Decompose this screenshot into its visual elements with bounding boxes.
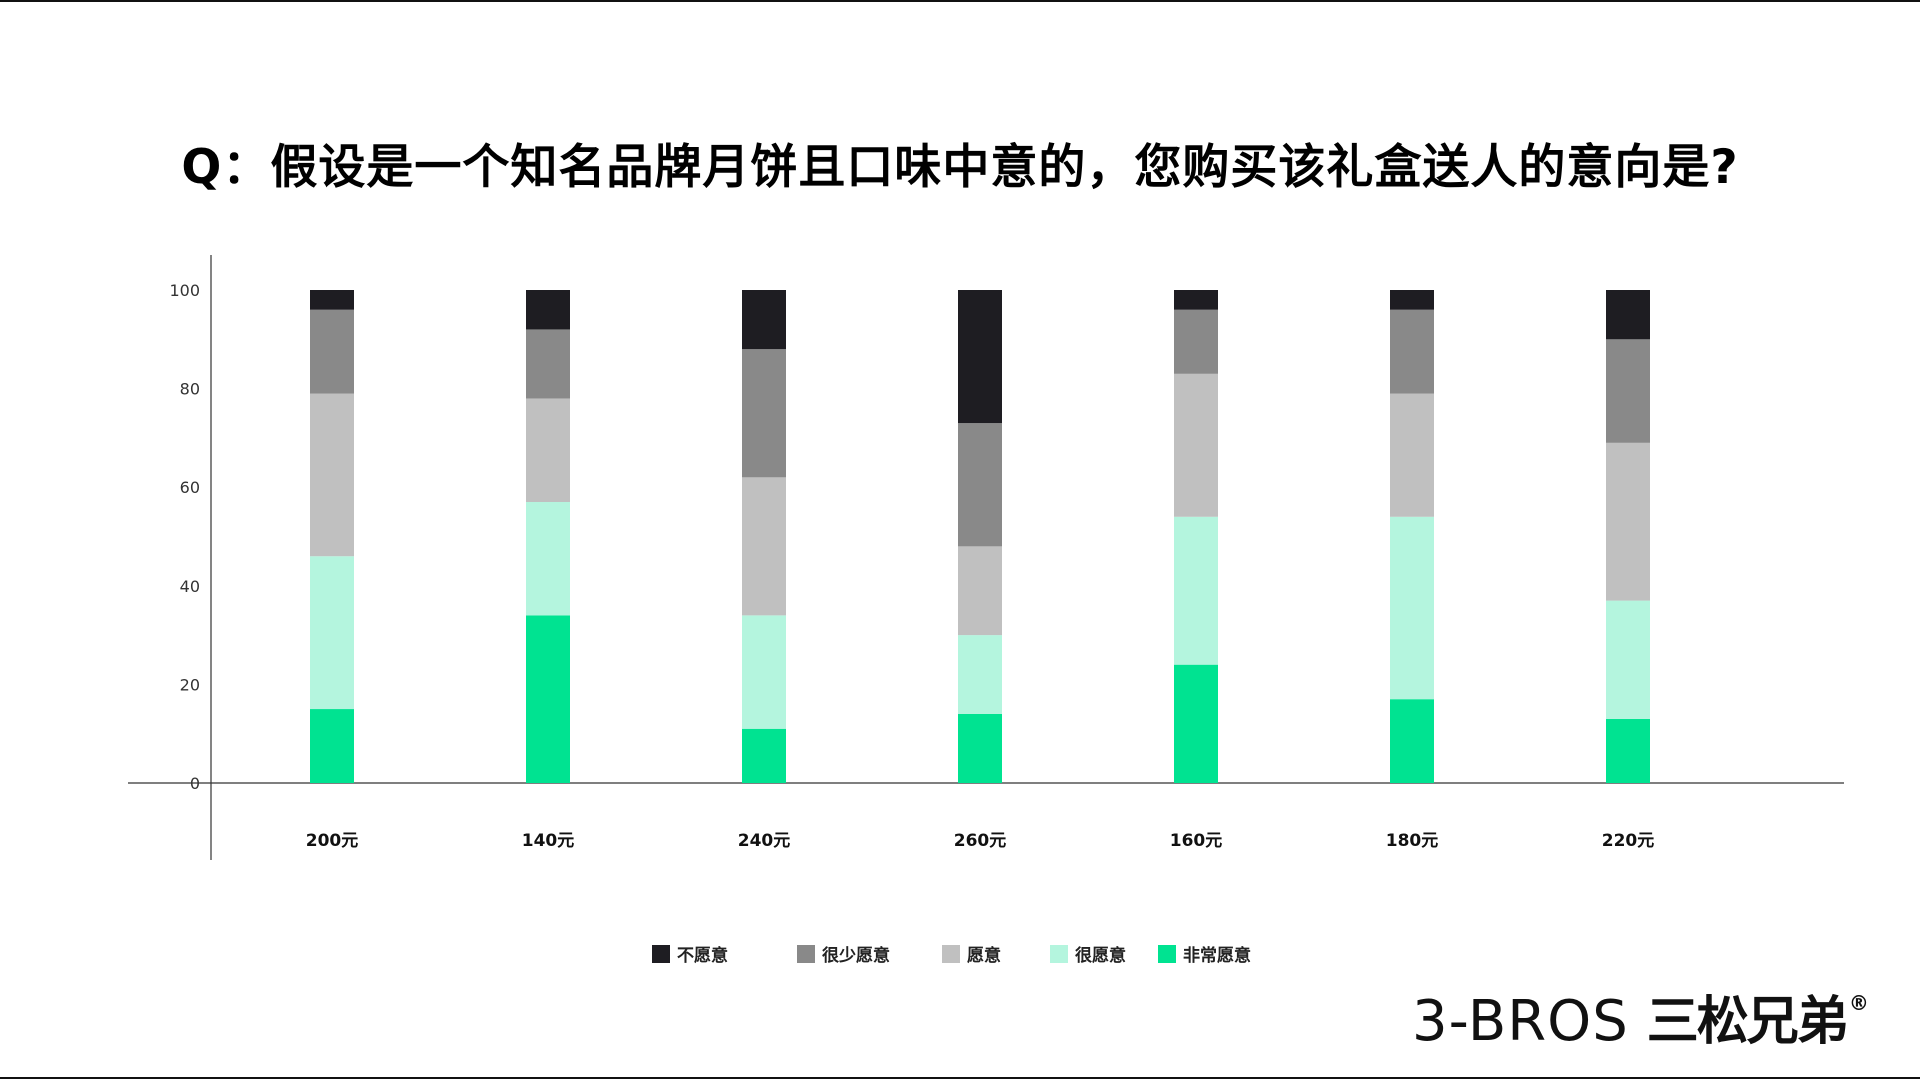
y-tick-label: 0 — [190, 774, 200, 793]
legend-label: 不愿意 — [677, 946, 728, 966]
bar-segment — [1390, 393, 1434, 517]
bar-segment — [310, 309, 354, 394]
legend-item: 愿意 — [942, 941, 1001, 966]
bar-segment — [742, 728, 786, 783]
legend-swatch — [1050, 944, 1068, 963]
registered-mark: ® — [1848, 991, 1869, 1015]
x-tick-label: 240元 — [738, 831, 791, 851]
bar-segment — [1174, 290, 1218, 310]
bar-segment — [958, 290, 1002, 424]
bar-segment — [1174, 664, 1218, 783]
bar-segment — [742, 615, 786, 729]
bar-segment — [310, 290, 354, 310]
x-tick-label: 220元 — [1602, 831, 1655, 851]
bar-segment — [1390, 516, 1434, 700]
bar-segment — [310, 709, 354, 783]
legend-swatch — [797, 944, 815, 963]
bar-segment — [526, 290, 570, 330]
bar-segment — [1606, 442, 1650, 601]
bar-segment — [1390, 699, 1434, 783]
bar-segment — [1174, 373, 1218, 517]
legend-label: 很少愿意 — [822, 946, 890, 966]
legend-item: 非常愿意 — [1158, 941, 1251, 966]
y-tick-label: 20 — [180, 675, 200, 694]
top-rule — [0, 0, 1920, 2]
legend-swatch — [942, 944, 960, 963]
bar-segment — [1606, 339, 1650, 443]
x-tick-label: 180元 — [1386, 831, 1439, 851]
bar-segment — [526, 501, 570, 616]
legend-swatch — [1158, 944, 1176, 963]
bar-segment — [958, 713, 1002, 783]
bar-segment — [742, 290, 786, 350]
legend: 不愿意 很少愿意 愿意 很愿意 非常愿意 — [0, 941, 1920, 966]
bar-segment — [310, 393, 354, 557]
x-tick-label: 140元 — [522, 831, 575, 851]
bar-segment — [958, 423, 1002, 547]
bar-segment — [1174, 309, 1218, 374]
bar-segment — [742, 349, 786, 478]
bar-segment — [526, 329, 570, 399]
bar-segment — [958, 635, 1002, 714]
x-tick-label: 160元 — [1170, 831, 1223, 851]
brand-logo: 3-BROS 三松兄弟 ® — [1412, 992, 1869, 1062]
legend-label: 愿意 — [967, 946, 1001, 966]
bar-segment — [742, 477, 786, 616]
chart-title: Q：假设是一个知名品牌月饼且口味中意的，您购买该礼盒送人的意向是? — [181, 140, 1739, 195]
bar-segment — [1606, 600, 1650, 719]
bar-segment — [1606, 718, 1650, 783]
bar-segment — [958, 546, 1002, 636]
bar-segment — [1390, 309, 1434, 394]
bar-segment — [1174, 516, 1218, 665]
brand-name-en: 3-BROS — [1412, 989, 1629, 1054]
legend-label: 很愿意 — [1075, 946, 1126, 966]
brand-name-cn: 三松兄弟 — [1646, 992, 1849, 1052]
bar-segment — [526, 615, 570, 783]
legend-item: 不愿意 — [652, 941, 728, 966]
y-tick-label: 80 — [180, 380, 200, 399]
y-tick-label: 40 — [180, 577, 200, 596]
y-tick-label: 60 — [180, 478, 200, 497]
x-tick-label: 200元 — [306, 831, 359, 851]
bottom-rule — [0, 1077, 1920, 1079]
legend-item: 很愿意 — [1050, 941, 1126, 966]
y-tick-label: 100 — [169, 281, 200, 300]
x-tick-label: 260元 — [954, 831, 1007, 851]
legend-label: 非常愿意 — [1183, 946, 1251, 966]
bar-segment — [1390, 290, 1434, 310]
bar-segment — [1606, 290, 1650, 340]
legend-item: 很少愿意 — [797, 941, 890, 966]
legend-swatch — [652, 944, 670, 963]
bar-segment — [526, 398, 570, 502]
bar-segment — [310, 556, 354, 710]
